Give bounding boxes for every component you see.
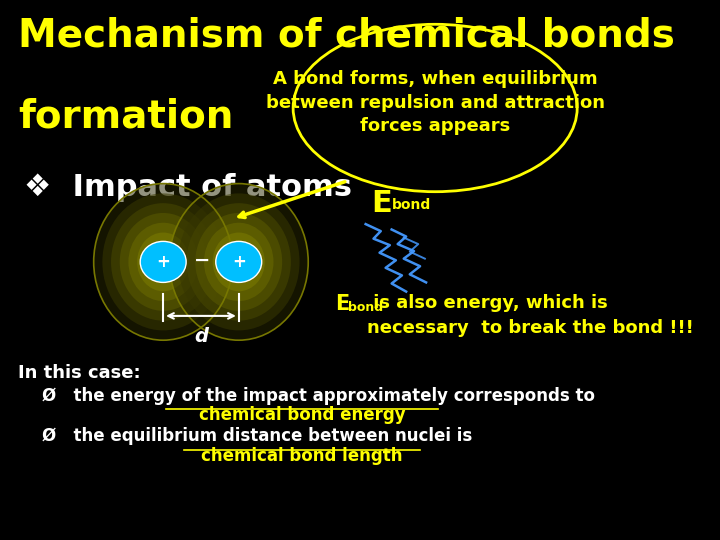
Ellipse shape xyxy=(178,193,300,330)
Ellipse shape xyxy=(94,184,233,340)
Text: bond: bond xyxy=(348,301,382,314)
Ellipse shape xyxy=(230,252,248,272)
Text: In this case:: In this case: xyxy=(18,364,140,382)
Text: is also energy, which is
necessary  to break the bond !!!: is also energy, which is necessary to br… xyxy=(367,294,694,338)
Text: Mechanism of chemical bonds: Mechanism of chemical bonds xyxy=(18,16,675,54)
Ellipse shape xyxy=(140,241,186,282)
Text: E: E xyxy=(336,294,350,314)
Text: chemical bond energy: chemical bond energy xyxy=(199,406,405,424)
Ellipse shape xyxy=(212,233,265,291)
Text: E: E xyxy=(372,189,392,218)
Text: ❖  Impact of atoms: ❖ Impact of atoms xyxy=(24,173,352,202)
Text: +: + xyxy=(232,253,246,271)
Text: Ø   the energy of the impact approximately corresponds to: Ø the energy of the impact approximately… xyxy=(42,387,595,404)
Text: A bond forms, when equilibrium
between repulsion and attraction
forces appears: A bond forms, when equilibrium between r… xyxy=(266,70,605,135)
Text: +: + xyxy=(156,253,170,271)
Text: −: − xyxy=(194,251,210,270)
Ellipse shape xyxy=(195,213,282,311)
Ellipse shape xyxy=(155,252,172,272)
Ellipse shape xyxy=(128,222,198,301)
Text: chemical bond length: chemical bond length xyxy=(202,447,403,465)
Ellipse shape xyxy=(169,184,308,340)
Ellipse shape xyxy=(216,241,261,282)
Ellipse shape xyxy=(102,193,224,330)
Text: bond: bond xyxy=(392,198,431,212)
Ellipse shape xyxy=(120,213,207,311)
Text: d: d xyxy=(194,327,208,346)
Ellipse shape xyxy=(146,242,181,281)
Ellipse shape xyxy=(221,242,256,281)
Text: formation: formation xyxy=(18,97,233,135)
Ellipse shape xyxy=(186,203,291,321)
Ellipse shape xyxy=(111,203,215,321)
Ellipse shape xyxy=(204,222,274,301)
Ellipse shape xyxy=(137,233,189,291)
Text: Ø   the equilibrium distance between nuclei is: Ø the equilibrium distance between nucle… xyxy=(42,427,472,444)
